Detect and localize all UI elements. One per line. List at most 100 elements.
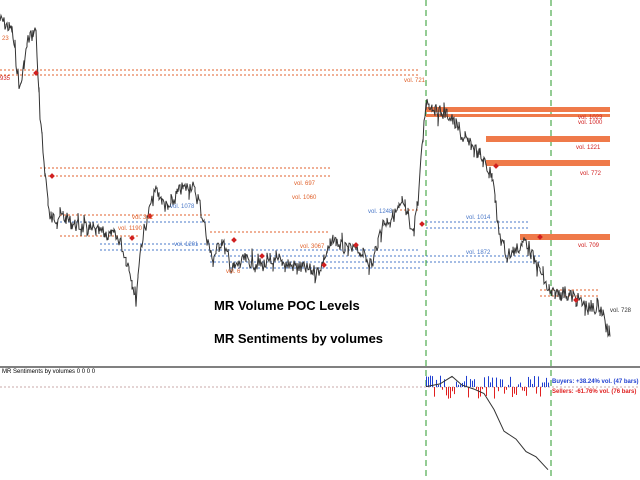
- sentiment-bar: [506, 387, 507, 390]
- sentiment-bar: [536, 387, 537, 394]
- poc-marker: [573, 297, 579, 303]
- volume-label-red: vol. 1023: [578, 115, 603, 121]
- volume-label-red: vol. 709: [578, 243, 600, 249]
- sentiment-bar: [438, 384, 439, 387]
- poc-marker: [147, 213, 153, 219]
- sentiment-bar: [520, 382, 521, 387]
- sentiment-histogram: [426, 375, 549, 399]
- sentiment-bar: [474, 379, 475, 387]
- sentiment-bar: [430, 375, 431, 387]
- sentiment-bar: [508, 384, 509, 387]
- sentiment-bar: [444, 379, 445, 387]
- sentiment-bar: [450, 387, 451, 399]
- sellers-legend: Sellers: -61.76% vol. (76 bars): [552, 389, 637, 395]
- sentiment-bar: [518, 384, 519, 387]
- buyers-legend: Buyers: +38.24% vol. (47 bars): [552, 379, 639, 385]
- sentiment-bar: [548, 382, 549, 387]
- sentiment-bar: [440, 375, 441, 387]
- volume-label-red: vol. 772: [580, 171, 602, 177]
- volume-label-orange: vol. 1060: [292, 195, 317, 201]
- sentiment-bar: [496, 377, 497, 387]
- poc-marker: [259, 253, 265, 259]
- volume-label-blue: vol. 1014: [466, 215, 491, 221]
- price-series: [0, 13, 611, 338]
- sentiment-bar: [468, 387, 469, 398]
- sentiment-bar: [478, 387, 479, 399]
- poc-marker: [353, 242, 359, 248]
- sentiment-bar: [546, 377, 547, 387]
- volume-label-orange: vol. 3067: [300, 244, 325, 250]
- sentiment-bar: [458, 384, 459, 387]
- poc-bar: [486, 160, 610, 166]
- sentiment-bar: [466, 375, 467, 387]
- poc-marker: [537, 234, 543, 240]
- volume-label-blue: vol. 1248: [368, 209, 393, 215]
- volume-label-blue: vol. 1201: [174, 242, 199, 248]
- sentiment-bar: [522, 387, 523, 391]
- sentiment-bar: [534, 376, 535, 387]
- volume-label-plain: vol. 728: [610, 308, 632, 314]
- sentiment-bar: [454, 387, 455, 395]
- left-price-label-top: 23: [2, 36, 9, 42]
- sentiment-bar: [514, 387, 515, 394]
- poc-title: MR Volume POC Levels: [214, 298, 360, 313]
- sentiment-bar: [498, 387, 499, 392]
- sentiment-bar: [502, 379, 503, 387]
- sentiment-bar: [456, 381, 457, 387]
- sentiment-bar: [510, 376, 511, 387]
- sentiment-bar: [476, 387, 477, 390]
- sentiment-bar: [428, 376, 429, 387]
- sentiment-line: [425, 375, 549, 471]
- volume-label-orange: vol. 697: [294, 181, 316, 187]
- sentiment-bar: [524, 387, 525, 392]
- sentiment-bar: [500, 379, 501, 387]
- poc-markers: [33, 70, 579, 303]
- sentiment-bar: [484, 377, 485, 387]
- sentiment-bar: [492, 377, 493, 387]
- sentiment-bar: [446, 387, 447, 396]
- sentiment-bar: [426, 376, 427, 387]
- sentiment-bar: [544, 382, 545, 387]
- sentiment-bar: [448, 387, 449, 399]
- poc-marker: [49, 173, 55, 179]
- poc-marker: [129, 235, 135, 241]
- left-price-label-mid: 935: [0, 76, 11, 82]
- sentiment-bar: [538, 376, 539, 387]
- sentiment-bar: [486, 387, 487, 396]
- sentiment-bar: [494, 387, 495, 399]
- volume-label-orange: vol. 6: [226, 269, 241, 275]
- sentiment-bar: [526, 387, 527, 396]
- volume-label-blue: vol. 1872: [466, 250, 491, 256]
- poc-marker: [231, 237, 237, 243]
- volume-label-blue: vol. 1078: [170, 204, 195, 210]
- poc-bar: [486, 136, 610, 142]
- poc-bar: [426, 114, 610, 117]
- poc-bar: [520, 234, 610, 240]
- sentiment-bar: [512, 387, 513, 398]
- sentiment-bar: [464, 381, 465, 387]
- sentiment-title: MR Sentiments by volumes: [214, 331, 384, 346]
- sentiment-bar: [540, 387, 541, 397]
- volume-label-orange: vol. 1190: [118, 226, 143, 232]
- poc-marker: [493, 163, 499, 169]
- sentiment-bar: [472, 380, 473, 387]
- sentiment-bar: [482, 387, 483, 390]
- volume-label-orange: vol. 721: [404, 78, 426, 84]
- sentiment-bar: [516, 387, 517, 395]
- sentiment-bar: [504, 387, 505, 394]
- sentiment-bar: [460, 384, 461, 387]
- sentiment-bar: [434, 387, 435, 397]
- sentiment-bar: [532, 383, 533, 387]
- volume-level-lines: [0, 69, 600, 297]
- sentiment-bar: [442, 387, 443, 390]
- sentiment-bar: [452, 387, 453, 392]
- volume-label-red: vol. 1000: [578, 120, 603, 126]
- sentiment-bar: [542, 382, 543, 387]
- sentiment-bar: [528, 376, 529, 387]
- sentiment-bar: [470, 379, 471, 387]
- sentiment-bar: [432, 376, 433, 387]
- poc-marker: [419, 221, 425, 227]
